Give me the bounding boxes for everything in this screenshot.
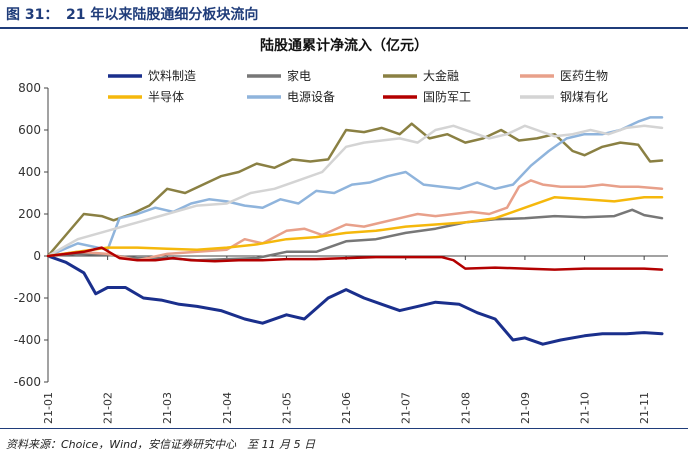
- legend-label: 电源设备: [287, 90, 335, 104]
- x-tick-label: 21-09: [519, 392, 532, 424]
- x-tick-label: 21-02: [102, 392, 115, 424]
- legend-label: 大金融: [423, 68, 459, 83]
- legend-label: 医药生物: [560, 69, 608, 83]
- chart-title: 陆股通累计净流入（亿元）: [260, 37, 428, 54]
- legend-item-534a5bfc4f53: 半导体: [108, 90, 184, 104]
- x-tick-label: 21-06: [340, 392, 353, 424]
- y-tick-label: -200: [14, 291, 41, 305]
- y-tick-label: 0: [33, 249, 41, 263]
- series-line-5bb67535: [46, 208, 664, 262]
- figure-footer: 资料来源：Choice，Wind，安信证券研究中心 至 11 月 5 日: [0, 428, 688, 460]
- legend-item-996e659952369020: 饮料制造: [108, 69, 196, 83]
- legend-label: 饮料制造: [148, 69, 196, 83]
- series-line-534a5bfc4f53: [46, 195, 664, 258]
- footer-rule: [0, 428, 688, 429]
- series-line-996e659952369020: [46, 254, 664, 346]
- legend-label: 国防军工: [423, 89, 471, 104]
- series-line-56fd9632519b5de5: [46, 246, 664, 271]
- header-rule: [0, 27, 688, 29]
- y-tick-label: 400: [18, 165, 41, 179]
- legend-item-94a2716467095316: 钢煤有化: [520, 90, 608, 104]
- x-tick-label: 21-01: [42, 392, 55, 424]
- legend-label: 钢煤有化: [560, 90, 608, 104]
- series-layer: [46, 116, 664, 346]
- x-tick-label: 21-04: [221, 392, 234, 424]
- y-tick-label: -400: [14, 333, 41, 347]
- y-tick-label: -600: [14, 375, 41, 389]
- figure-header: 图 31： 21 年以来陆股通细分板块流向: [0, 0, 688, 29]
- legend-item-533b836f751f7269: 医药生物: [520, 69, 608, 83]
- series-line-592791d1878d: [46, 122, 664, 258]
- x-tick-label: 21-10: [579, 392, 592, 424]
- legend-item-56fd9632519b5de5: 国防军工: [383, 89, 471, 104]
- x-tick-label: 21-05: [280, 392, 293, 424]
- x-tick-label: 21-11: [638, 392, 651, 424]
- legend-item-592791d1878d: 大金融: [383, 68, 459, 83]
- y-tick-label: 200: [18, 207, 41, 221]
- legend-label: 家电: [287, 68, 311, 83]
- x-tick-label: 21-07: [400, 392, 413, 424]
- legend-item-5bb67535: 家电: [247, 68, 311, 83]
- legend-item-75356e908bbe5907: 电源设备: [247, 90, 335, 104]
- series-line-75356e908bbe5907: [46, 116, 664, 258]
- figure-label: 图 31：: [6, 7, 59, 23]
- series-line-94a2716467095316: [46, 124, 664, 258]
- source-note: 资料来源：Choice，Wind，安信证券研究中心 至 11 月 5 日: [6, 438, 316, 451]
- legend-label: 半导体: [148, 90, 184, 104]
- series-line-533b836f751f7269: [46, 179, 664, 262]
- figure-title: 21 年以来陆股通细分板块流向: [66, 7, 259, 23]
- x-tick-label: 21-03: [161, 392, 174, 424]
- x-tick-label: 21-08: [459, 392, 472, 424]
- y-tick-label: 600: [18, 123, 41, 137]
- y-tick-label: 800: [18, 81, 41, 95]
